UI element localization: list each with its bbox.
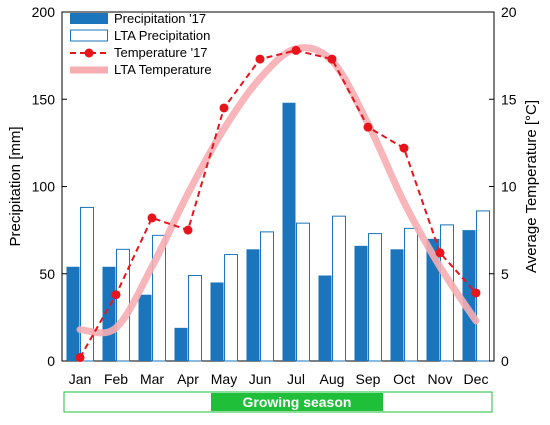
left-tick-label: 100 — [32, 179, 56, 195]
temperature-2017-point — [219, 103, 229, 113]
growing-season-band: Growing season — [63, 391, 493, 413]
x-tick-label: Aug — [320, 371, 345, 387]
right-tick-label: 0 — [501, 353, 509, 369]
precipitation-2017-bar — [318, 275, 332, 361]
x-tick-label: Jun — [249, 371, 272, 387]
legend-label-precipitation-2017: Precipitation '17 — [114, 11, 206, 26]
lta-precipitation-bar — [80, 206, 94, 362]
precipitation-2017-bar — [426, 238, 440, 361]
x-tick-label: Oct — [393, 371, 415, 387]
precipitation-2017-bar — [282, 102, 296, 362]
x-tick-label: Sep — [356, 371, 381, 387]
x-tick-label: Nov — [428, 371, 453, 387]
x-tick-label: Mar — [140, 371, 164, 387]
right-tick-label: 10 — [501, 179, 517, 195]
precipitation-2017-bar — [390, 249, 404, 361]
precipitation-2017-bar — [462, 230, 476, 361]
lta-temperature-path — [76, 44, 480, 337]
precipitation-2017-bar — [102, 266, 116, 361]
left-tick-label: 150 — [32, 91, 56, 107]
lta-precipitation-bar — [440, 224, 454, 362]
precipitation-2017-bar — [138, 294, 152, 361]
lta-precipitation-bar — [116, 248, 130, 362]
lta-precipitation-bar — [332, 215, 346, 362]
legend-swatch-lta-precipitation — [70, 29, 108, 42]
precipitation-2017-bar — [210, 282, 224, 361]
temperature-2017-point — [291, 45, 301, 55]
right-tick-label: 5 — [501, 266, 509, 282]
legend-swatch-precipitation-2017 — [70, 13, 108, 24]
left-tick-label: 50 — [39, 266, 55, 282]
legend: Precipitation '17 LTA Precipitation Temper… — [70, 11, 212, 77]
left-axis-title: Precipitation [mm] — [7, 126, 24, 246]
temperature-2017-line — [75, 45, 481, 363]
right-axis-title: Average Temperature [°C] — [523, 100, 540, 273]
right-tick-label: 15 — [501, 91, 517, 107]
precipitation-2017-bar — [246, 249, 260, 361]
x-tick-label: May — [211, 371, 237, 387]
right-tick-label: 20 — [501, 4, 517, 20]
x-tick-label: Apr — [177, 371, 199, 387]
precipitation-2017-bars — [66, 102, 476, 362]
axes: 0 50 100 150 200 0 5 10 15 20 Jan Feb Mar Apr May Jun Ju… — [7, 4, 540, 387]
lta-precipitation-bar — [260, 231, 274, 362]
season-fill — [211, 393, 383, 411]
x-tick-label: Jan — [69, 371, 92, 387]
lta-temperature-line — [76, 44, 480, 337]
temperature-2017-point — [435, 248, 445, 258]
lta-precipitation-bar — [224, 254, 238, 362]
legend-label-lta-precipitation: LTA Precipitation — [114, 28, 210, 43]
precipitation-2017-bar — [66, 266, 80, 361]
x-tick-label: Jul — [287, 371, 305, 387]
lta-precipitation-bar — [404, 227, 418, 362]
lta-precipitation-bar — [188, 274, 202, 362]
temperature-2017-point — [363, 122, 373, 132]
legend-marker-temperature-2017 — [84, 48, 94, 58]
precipitation-2017-bar — [174, 327, 188, 361]
temperature-2017-point — [75, 353, 85, 363]
lta-precipitation-bar — [368, 233, 382, 362]
legend-label-temperature-2017: Temperature '17 — [114, 45, 208, 60]
temperature-2017-point — [255, 54, 265, 64]
temperature-2017-point — [471, 288, 481, 298]
temperature-2017-point — [327, 54, 337, 64]
temperature-2017-path — [79, 49, 477, 359]
temperature-2017-point — [399, 143, 409, 153]
legend-label-lta-temperature: LTA Temperature — [114, 62, 212, 77]
temperature-2017-point — [183, 225, 193, 235]
x-tick-label: Feb — [104, 371, 128, 387]
temperature-2017-point — [111, 290, 121, 300]
lta-precipitation-bars — [80, 206, 490, 362]
left-tick-label: 0 — [47, 353, 55, 369]
precipitation-2017-bar — [354, 245, 368, 361]
lta-precipitation-bar — [476, 210, 490, 362]
season-label: Growing season — [243, 394, 352, 410]
x-tick-label: Dec — [464, 371, 489, 387]
left-tick-label: 200 — [32, 4, 56, 20]
lta-precipitation-bar — [296, 222, 310, 362]
temperature-2017-point — [147, 213, 157, 223]
